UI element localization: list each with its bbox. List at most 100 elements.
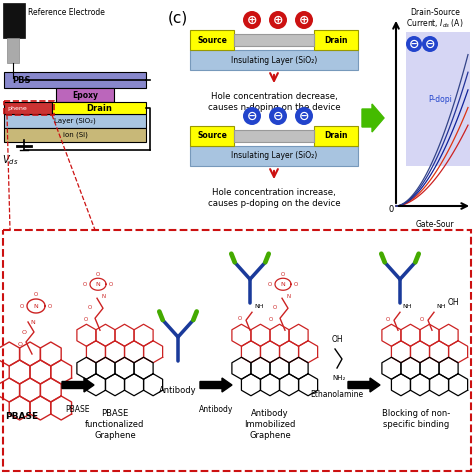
Text: Antibody: Antibody bbox=[159, 386, 197, 395]
Text: O: O bbox=[268, 282, 272, 287]
Bar bbox=[314, 30, 358, 50]
Text: N: N bbox=[281, 282, 285, 287]
Bar bbox=[4, 114, 146, 128]
Bar bbox=[3, 3, 25, 38]
FancyArrow shape bbox=[348, 378, 380, 392]
Text: ⊕: ⊕ bbox=[299, 13, 309, 27]
Text: Gate-Sour: Gate-Sour bbox=[416, 220, 454, 229]
Bar bbox=[190, 30, 234, 50]
Text: NH: NH bbox=[436, 304, 446, 309]
Text: ion (Si): ion (Si) bbox=[63, 132, 87, 138]
Text: N: N bbox=[102, 294, 106, 299]
Text: O: O bbox=[420, 317, 424, 322]
Text: PBS: PBS bbox=[12, 75, 30, 84]
Text: Epoxy: Epoxy bbox=[72, 91, 98, 100]
Text: N: N bbox=[34, 303, 38, 309]
Text: O: O bbox=[83, 282, 87, 287]
Text: phene: phene bbox=[7, 106, 27, 110]
Text: Hole concentration decrease,: Hole concentration decrease, bbox=[210, 92, 337, 101]
Text: O: O bbox=[294, 282, 298, 287]
Text: OH: OH bbox=[448, 298, 460, 307]
Text: ⊖: ⊖ bbox=[409, 37, 419, 51]
Text: Drain: Drain bbox=[324, 131, 348, 140]
Circle shape bbox=[422, 36, 438, 52]
Text: N: N bbox=[287, 294, 291, 299]
Text: NH₂: NH₂ bbox=[332, 375, 346, 381]
Bar bbox=[406, 32, 470, 166]
FancyArrow shape bbox=[362, 104, 384, 132]
Text: PBASE: PBASE bbox=[66, 405, 90, 414]
Text: Source: Source bbox=[197, 36, 227, 45]
Text: Blocking of non-
specific binding: Blocking of non- specific binding bbox=[382, 409, 450, 429]
Circle shape bbox=[269, 107, 287, 125]
Text: O: O bbox=[273, 305, 277, 310]
Text: O: O bbox=[238, 316, 242, 321]
Text: PBASE: PBASE bbox=[5, 412, 38, 421]
Text: Source: Source bbox=[197, 131, 227, 140]
Bar bbox=[4, 101, 54, 115]
Text: PBASE
functionalized
Graphene: PBASE functionalized Graphene bbox=[85, 409, 145, 440]
Text: O: O bbox=[281, 272, 285, 277]
Text: ⊖: ⊖ bbox=[299, 109, 309, 122]
Circle shape bbox=[295, 11, 313, 29]
Bar bbox=[190, 50, 358, 70]
Text: causes n-doping on the device: causes n-doping on the device bbox=[208, 103, 340, 112]
FancyArrow shape bbox=[62, 378, 94, 392]
Text: O: O bbox=[34, 292, 38, 298]
Bar bbox=[190, 146, 358, 166]
Bar bbox=[56, 88, 114, 102]
Circle shape bbox=[243, 107, 261, 125]
Bar bbox=[234, 130, 314, 142]
Text: Insulating Layer (SiO₂): Insulating Layer (SiO₂) bbox=[231, 152, 317, 161]
Bar bbox=[4, 128, 146, 142]
Text: Antibody
Immobilized
Graphene: Antibody Immobilized Graphene bbox=[244, 409, 296, 440]
Circle shape bbox=[243, 11, 261, 29]
Text: Hole concentration increase,: Hole concentration increase, bbox=[212, 188, 336, 197]
Text: Layer (SiO₂): Layer (SiO₂) bbox=[54, 118, 96, 124]
Bar bbox=[4, 102, 52, 114]
Text: Reference Electrode: Reference Electrode bbox=[28, 8, 105, 17]
Bar bbox=[314, 126, 358, 146]
Text: O: O bbox=[386, 317, 390, 322]
FancyArrow shape bbox=[200, 378, 232, 392]
Text: Drain: Drain bbox=[86, 103, 112, 112]
Text: NH: NH bbox=[402, 304, 411, 309]
Text: O: O bbox=[109, 282, 113, 287]
Text: Insulating Layer (SiO₂): Insulating Layer (SiO₂) bbox=[231, 55, 317, 64]
Text: O: O bbox=[96, 272, 100, 277]
Text: O: O bbox=[84, 317, 88, 322]
Text: O: O bbox=[88, 305, 92, 310]
Text: O: O bbox=[269, 317, 273, 322]
Bar bbox=[234, 34, 314, 46]
Text: Drain: Drain bbox=[324, 36, 348, 45]
Bar bbox=[7, 38, 19, 63]
Text: O: O bbox=[48, 303, 52, 309]
Text: Antibody: Antibody bbox=[199, 405, 233, 414]
Bar bbox=[3, 230, 471, 471]
Circle shape bbox=[406, 36, 422, 52]
Text: ⊕: ⊕ bbox=[273, 13, 283, 27]
Text: ⊖: ⊖ bbox=[273, 109, 283, 122]
Text: O: O bbox=[22, 330, 27, 335]
Bar bbox=[190, 126, 234, 146]
Text: (c): (c) bbox=[168, 10, 188, 25]
Text: N: N bbox=[96, 282, 100, 287]
Text: NH: NH bbox=[254, 304, 264, 309]
Text: P-dopi: P-dopi bbox=[428, 94, 452, 103]
Text: $V_{ds}$: $V_{ds}$ bbox=[2, 153, 18, 167]
Text: ⊕: ⊕ bbox=[247, 13, 257, 27]
Text: N: N bbox=[30, 320, 35, 325]
Bar bbox=[52, 102, 146, 114]
Text: Drain-Source: Drain-Source bbox=[410, 8, 460, 17]
Text: Current, $I_{ds}$ (A): Current, $I_{ds}$ (A) bbox=[406, 17, 464, 29]
Text: causes p-doping on the device: causes p-doping on the device bbox=[208, 199, 340, 208]
Text: O: O bbox=[18, 342, 23, 347]
Text: ⊖: ⊖ bbox=[425, 37, 435, 51]
Text: 0: 0 bbox=[389, 206, 394, 215]
Text: Ethanolamine: Ethanolamine bbox=[310, 390, 364, 399]
Circle shape bbox=[295, 107, 313, 125]
Bar bbox=[4, 72, 146, 88]
Text: O: O bbox=[20, 303, 24, 309]
Text: ⊖: ⊖ bbox=[247, 109, 257, 122]
Circle shape bbox=[269, 11, 287, 29]
